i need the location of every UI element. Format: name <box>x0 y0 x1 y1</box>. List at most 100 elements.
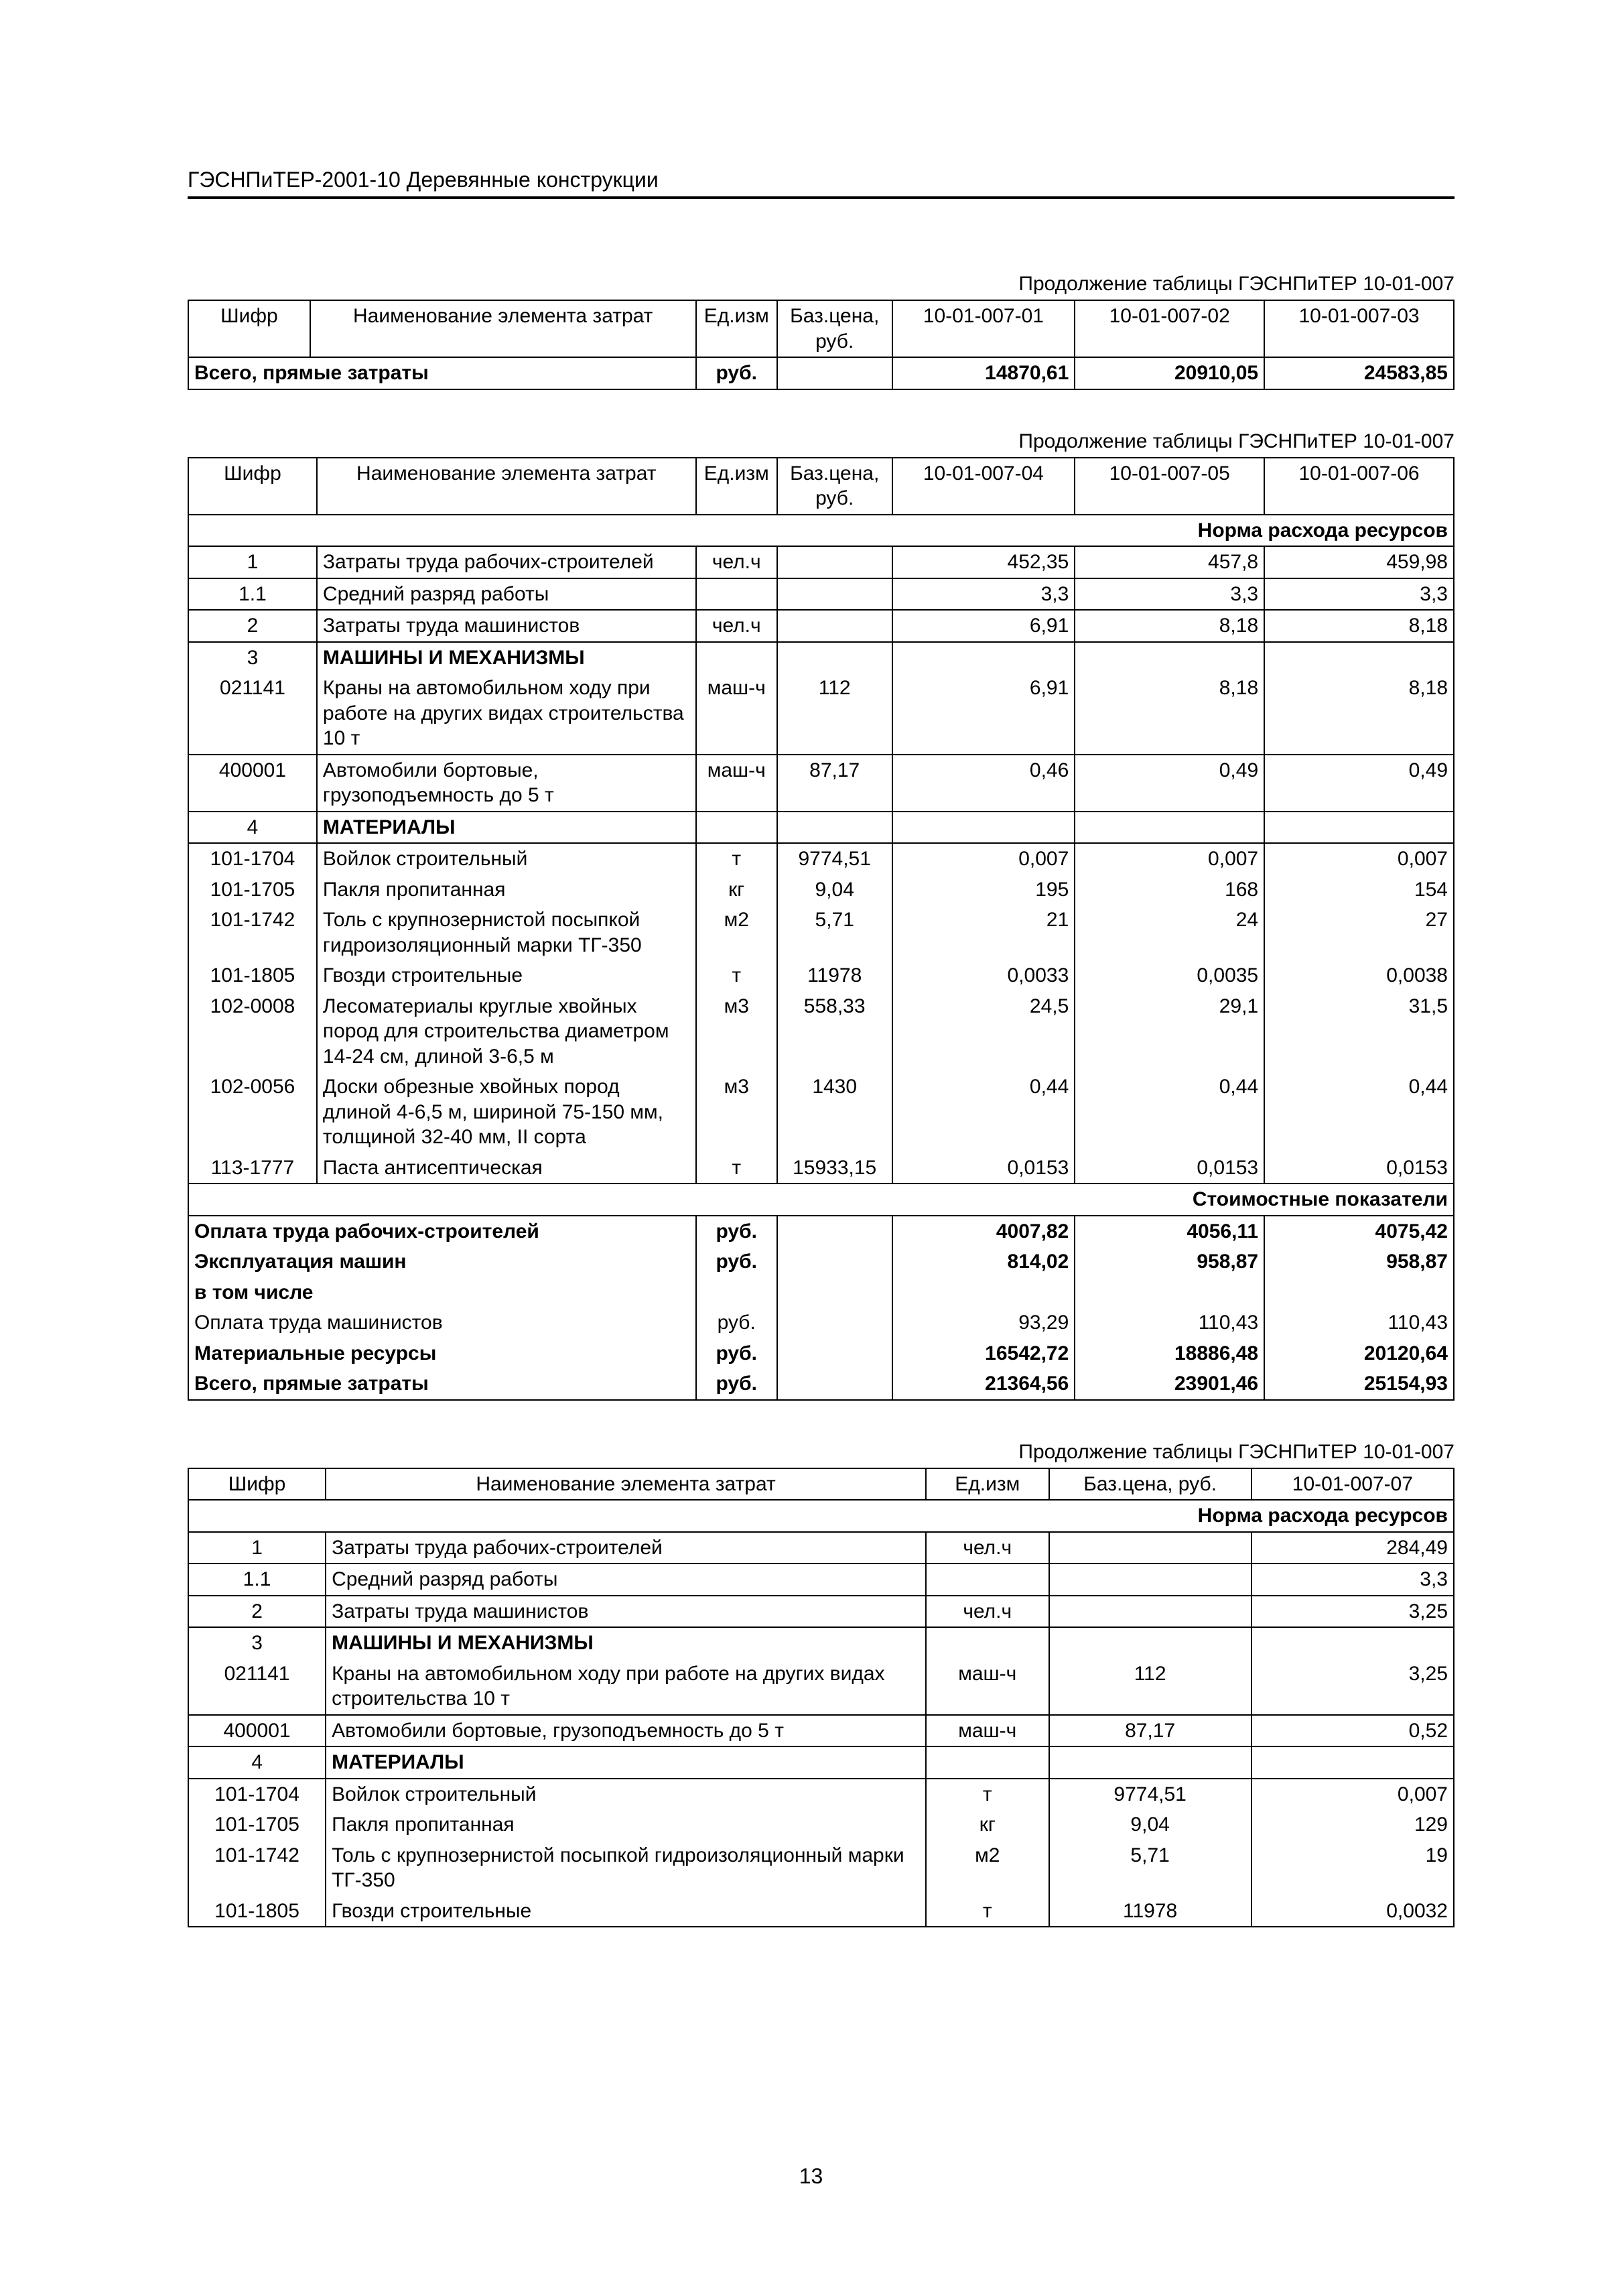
t3-cell-unit: м2 <box>926 1840 1049 1896</box>
t2-cell-name: Толь с крупнозернистой посыпкой гидроизо… <box>317 905 696 960</box>
t3-cell-shifr: 101-1742 <box>188 1840 326 1896</box>
t2-cell-v1: 0,44 <box>892 1072 1075 1153</box>
t2-cell-v2: 0,007 <box>1075 843 1264 875</box>
t2-cost-v1: 21364,56 <box>892 1368 1075 1400</box>
t3-row: 4МАТЕРИАЛЫ <box>188 1746 1454 1779</box>
t2-cell-v1: 452,35 <box>892 546 1075 578</box>
t2-row: 4МАТЕРИАЛЫ <box>188 812 1454 844</box>
t2-cell-v3: 154 <box>1264 875 1454 905</box>
t2-cell-price <box>777 610 892 642</box>
t3-cell-price: 5,71 <box>1049 1840 1252 1896</box>
t3-row: 101-1805Гвозди строительныет119780,0032 <box>188 1896 1454 1927</box>
t2-cell-price: 558,33 <box>777 991 892 1072</box>
t2-cell-v3 <box>1264 812 1454 844</box>
t1-total-label: Всего, прямые затраты <box>188 357 696 389</box>
t3-cell-unit: т <box>926 1896 1049 1927</box>
t2-cost-v2: 958,87 <box>1075 1247 1264 1277</box>
t3-cell-name: Пакля пропитанная <box>326 1809 926 1840</box>
page-number: 13 <box>0 2164 1622 2189</box>
t3-cell-name: Автомобили бортовые, грузоподъемность до… <box>326 1715 926 1747</box>
t2-cell-v1: 21 <box>892 905 1075 960</box>
t2-cost-price <box>777 1368 892 1400</box>
t3-cell-unit: маш-ч <box>926 1715 1049 1747</box>
t2-cell-name: МАТЕРИАЛЫ <box>317 812 696 844</box>
t2-cost-name: Оплата труда машинистов <box>188 1308 696 1338</box>
t3-cell-shifr: 2 <box>188 1596 326 1628</box>
t2-cell-v3: 3,3 <box>1264 578 1454 611</box>
t2-cost-name: Всего, прямые затраты <box>188 1368 696 1400</box>
t3-cell-shifr: 101-1704 <box>188 1779 326 1810</box>
t3-cell-shifr: 1 <box>188 1532 326 1564</box>
t1-total-price <box>777 357 892 389</box>
t2-cell-v3 <box>1264 642 1454 674</box>
t1-total-v1: 14870,61 <box>892 357 1075 389</box>
t2-h-name: Наименование элемента затрат <box>317 458 696 515</box>
t2-cost-name: Материальные ресурсы <box>188 1338 696 1369</box>
t1-total-v2: 20910,05 <box>1075 357 1264 389</box>
t2-cost-name: Эксплуатация машин <box>188 1247 696 1277</box>
t2-cell-v1: 0,0153 <box>892 1153 1075 1184</box>
t2-cell-v1 <box>892 642 1075 674</box>
t3-row: 3МАШИНЫ И МЕХАНИЗМЫ <box>188 1627 1454 1659</box>
t2-cell-name: Средний разряд работы <box>317 578 696 611</box>
t2-h-shifr: Шифр <box>188 458 317 515</box>
t2-cost-v3: 20120,64 <box>1264 1338 1454 1369</box>
t3-cell-unit <box>926 1746 1049 1779</box>
t3-cell-v1 <box>1252 1746 1454 1779</box>
t2-cell-shifr: 101-1704 <box>188 843 317 875</box>
t3-row: 2Затраты труда машинистовчел.ч3,25 <box>188 1596 1454 1628</box>
t3-cell-price: 9,04 <box>1049 1809 1252 1840</box>
t2-cell-v2: 24 <box>1075 905 1264 960</box>
t2-cost-unit: руб. <box>696 1308 777 1338</box>
t3-row: 101-1705Пакля пропитаннаякг9,04129 <box>188 1809 1454 1840</box>
t2-cost-row: Оплата труда машинистовруб.93,29110,4311… <box>188 1308 1454 1338</box>
t2-cell-unit: маш-ч <box>696 755 777 812</box>
t2-cost-v2: 23901,46 <box>1075 1368 1264 1400</box>
t2-cell-shifr: 3 <box>188 642 317 674</box>
t2-h-col2: 10-01-007-05 <box>1075 458 1264 515</box>
t2-cell-price: 9,04 <box>777 875 892 905</box>
t2-cell-v1: 6,91 <box>892 610 1075 642</box>
t2-h-price: Баз.цена, руб. <box>777 458 892 515</box>
t2-cell-name: Затраты труда рабочих-строителей <box>317 546 696 578</box>
t2-cell-unit: м3 <box>696 1072 777 1153</box>
t2-cost-price <box>777 1308 892 1338</box>
t1-h-col3: 10-01-007-03 <box>1264 300 1454 357</box>
t2-cell-shifr: 101-1705 <box>188 875 317 905</box>
t2-cost-price <box>777 1247 892 1277</box>
t2-row: 2Затраты труда машинистовчел.ч6,918,188,… <box>188 610 1454 642</box>
t3-cell-unit: кг <box>926 1809 1049 1840</box>
t3-cell-v1: 3,3 <box>1252 1564 1454 1596</box>
t3-row: 400001Автомобили бортовые, грузоподъемно… <box>188 1715 1454 1747</box>
t3-cell-shifr: 021141 <box>188 1659 326 1715</box>
t2-cell-unit: т <box>696 1153 777 1184</box>
t2-cell-name: Краны на автомобильном ходу при работе н… <box>317 673 696 755</box>
t1-h-price: Баз.цена, руб. <box>777 300 892 357</box>
t2-cell-name: Гвозди строительные <box>317 960 696 991</box>
t3-cell-price: 112 <box>1049 1659 1252 1715</box>
t3-cell-v1: 3,25 <box>1252 1596 1454 1628</box>
t2-cell-price: 15933,15 <box>777 1153 892 1184</box>
t2-cell-shifr: 1 <box>188 546 317 578</box>
t3-h-name: Наименование элемента затрат <box>326 1468 926 1501</box>
t2-cost-name: в том числе <box>188 1277 696 1308</box>
t2-row: 113-1777Паста антисептическаят15933,150,… <box>188 1153 1454 1184</box>
t3-cell-price: 9774,51 <box>1049 1779 1252 1810</box>
t1-total-v3: 24583,85 <box>1264 357 1454 389</box>
t3-h-price: Баз.цена, руб. <box>1049 1468 1252 1501</box>
t2-cell-unit: кг <box>696 875 777 905</box>
t3-cell-v1: 3,25 <box>1252 1659 1454 1715</box>
t2-cost-price <box>777 1216 892 1247</box>
t3-cell-name: МАТЕРИАЛЫ <box>326 1746 926 1779</box>
t2-cell-v1: 0,46 <box>892 755 1075 812</box>
t3-cell-unit: чел.ч <box>926 1532 1049 1564</box>
t3-row: 101-1742Толь с крупнозернистой посыпкой … <box>188 1840 1454 1896</box>
t1-h-col1: 10-01-007-01 <box>892 300 1075 357</box>
t2-cell-unit <box>696 642 777 674</box>
table3: ШифрНаименование элемента затратЕд.измБа… <box>188 1468 1455 1928</box>
t3-cell-name: Гвозди строительные <box>326 1896 926 1927</box>
t2-cell-unit: м3 <box>696 991 777 1072</box>
t2-cell-v2: 0,44 <box>1075 1072 1264 1153</box>
t3-cell-v1: 0,0032 <box>1252 1896 1454 1927</box>
t2-row: 400001Автомобили бортовые, грузоподъемно… <box>188 755 1454 812</box>
